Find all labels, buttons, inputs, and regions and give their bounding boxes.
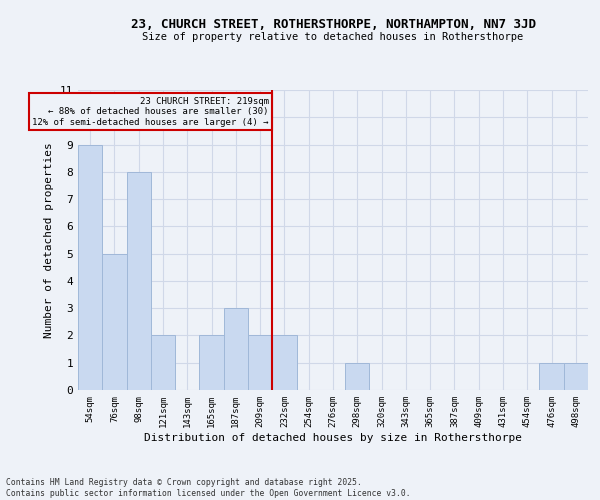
Text: 23, CHURCH STREET, ROTHERSTHORPE, NORTHAMPTON, NN7 3JD: 23, CHURCH STREET, ROTHERSTHORPE, NORTHA…: [131, 18, 536, 30]
Bar: [345, 362, 370, 390]
Bar: [151, 336, 175, 390]
Bar: [199, 336, 224, 390]
Y-axis label: Number of detached properties: Number of detached properties: [44, 142, 54, 338]
Text: Contains HM Land Registry data © Crown copyright and database right 2025.
Contai: Contains HM Land Registry data © Crown c…: [6, 478, 410, 498]
Bar: [78, 144, 102, 390]
Bar: [564, 362, 588, 390]
Text: Size of property relative to detached houses in Rothersthorpe: Size of property relative to detached ho…: [142, 32, 524, 42]
Bar: [102, 254, 127, 390]
Bar: [224, 308, 248, 390]
Text: 23 CHURCH STREET: 219sqm
← 88% of detached houses are smaller (30)
12% of semi-d: 23 CHURCH STREET: 219sqm ← 88% of detach…: [32, 97, 269, 126]
X-axis label: Distribution of detached houses by size in Rothersthorpe: Distribution of detached houses by size …: [144, 432, 522, 442]
Bar: [127, 172, 151, 390]
Bar: [272, 336, 296, 390]
Bar: [539, 362, 564, 390]
Bar: [248, 336, 272, 390]
